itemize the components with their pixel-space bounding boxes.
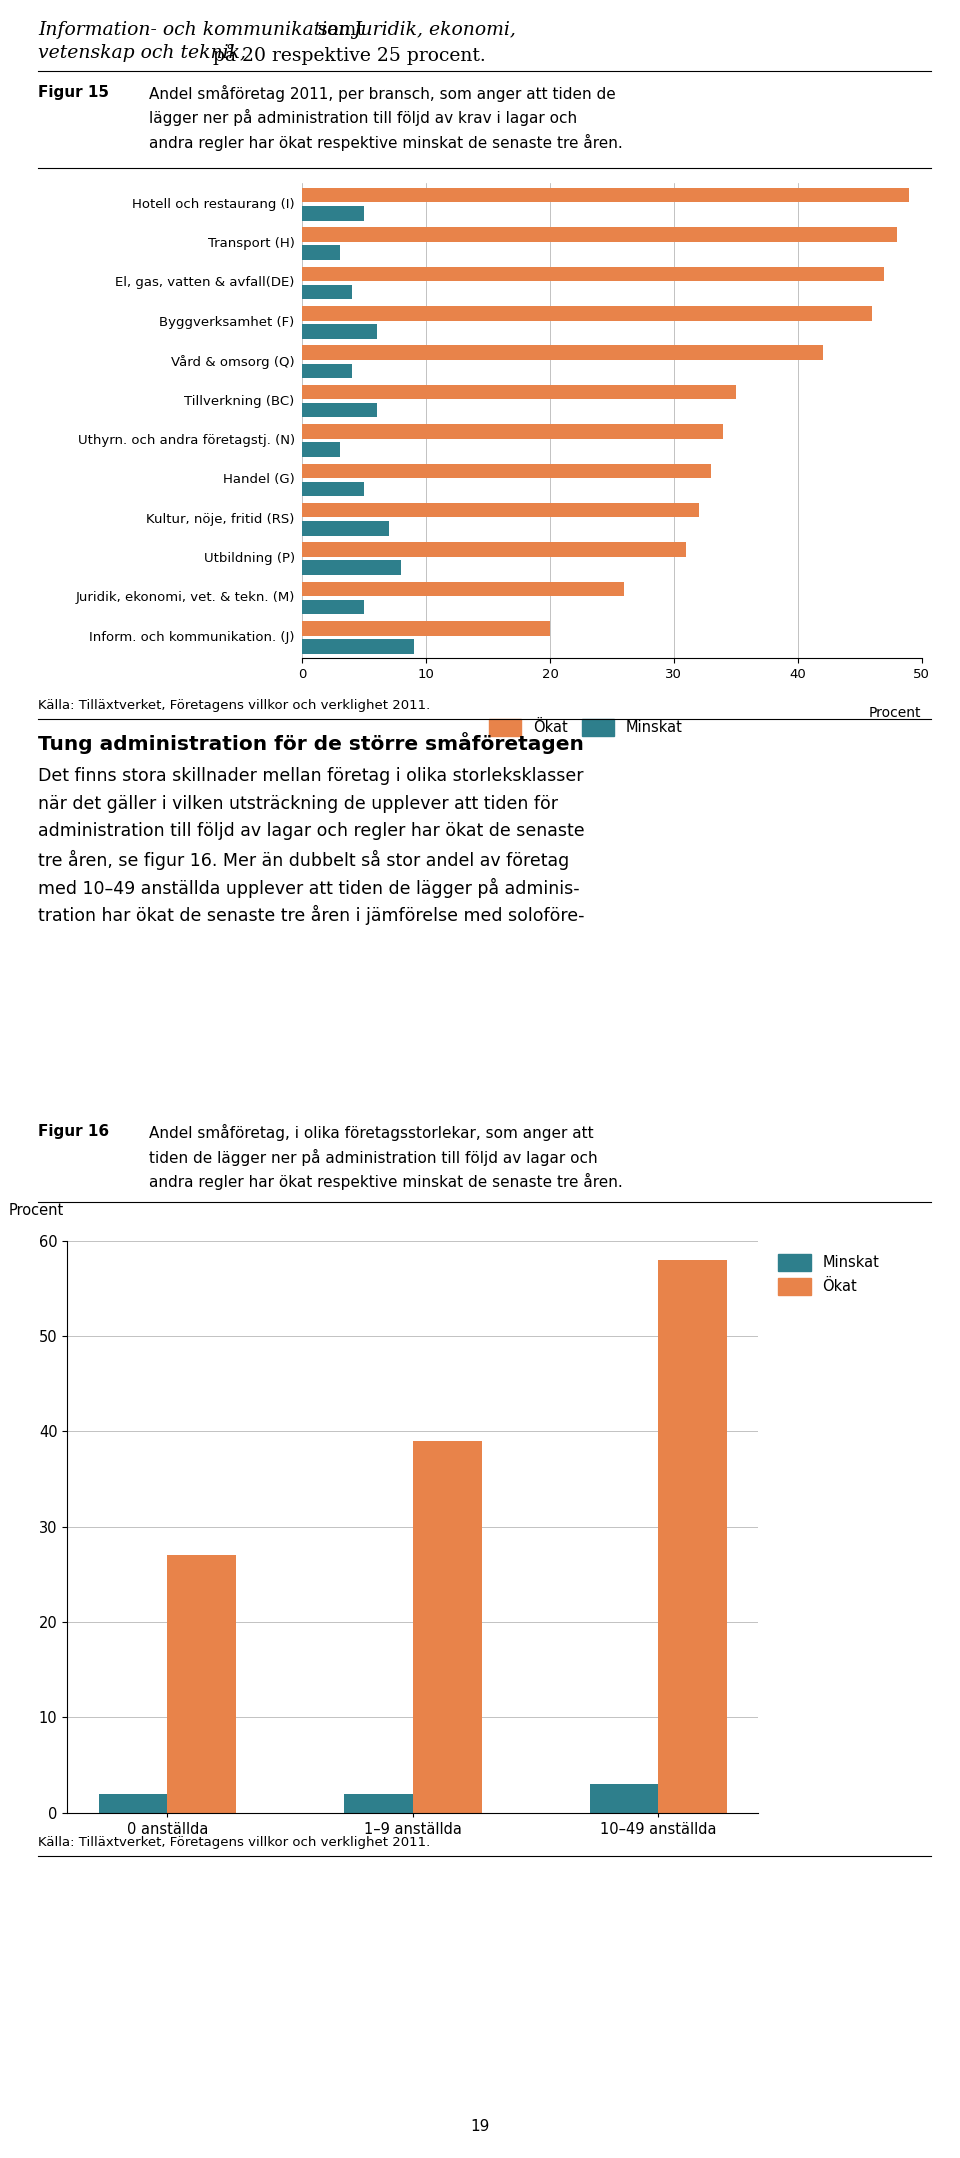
Legend: Ökat, Minskat: Ökat, Minskat (483, 712, 688, 742)
Bar (302, 622, 550, 637)
Text: Utbildning (P): Utbildning (P) (204, 552, 295, 565)
Text: andra regler har ökat respektive minskat de senaste tre åren.: andra regler har ökat respektive minskat… (149, 1172, 622, 1189)
Text: samt: samt (312, 19, 370, 39)
Bar (302, 345, 823, 360)
Text: lägger ner på administration till följd av krav i lagar och: lägger ner på administration till följd … (149, 110, 577, 127)
Text: Andel småföretag 2011, per bransch, som anger att tiden de: Andel småföretag 2011, per bransch, som … (149, 84, 615, 101)
Bar (302, 268, 884, 281)
Text: tiden de lägger ner på administration till följd av lagar och: tiden de lägger ner på administration ti… (149, 1148, 597, 1165)
Bar (302, 306, 872, 322)
Bar (589, 1785, 659, 1813)
Bar (302, 285, 352, 300)
Text: Tung administration för de större småföretagen: Tung administration för de större småför… (38, 732, 585, 753)
Bar (302, 363, 352, 378)
Bar (302, 324, 376, 339)
Bar (302, 188, 909, 203)
Text: 19: 19 (470, 2119, 490, 2134)
Text: Källa: Tilläxtverket, Företagens villkor och verklighet 2011.: Källa: Tilläxtverket, Företagens villkor… (38, 699, 431, 712)
Text: Andel småföretag, i olika företagsstorlekar, som anger att: Andel småföretag, i olika företagsstorle… (149, 1124, 593, 1142)
Text: Kultur, nöje, fritid (RS): Kultur, nöje, fritid (RS) (146, 514, 295, 527)
Bar (302, 561, 401, 574)
Bar (302, 639, 414, 654)
Text: Tillverkning (BC): Tillverkning (BC) (184, 395, 295, 408)
Text: Inform. och kommunikation. (J): Inform. och kommunikation. (J) (89, 630, 295, 643)
Bar (302, 384, 735, 399)
Bar (302, 404, 376, 416)
Bar (167, 1556, 236, 1813)
Bar (302, 481, 365, 496)
Bar (302, 464, 711, 479)
Text: på 20 respektive 25 procent.: på 20 respektive 25 procent. (207, 43, 486, 65)
Bar (302, 246, 340, 259)
Bar (659, 1260, 727, 1813)
Text: Uthyrn. och andra företagstj. (N): Uthyrn. och andra företagstj. (N) (78, 434, 295, 447)
Text: Transport (H): Transport (H) (208, 237, 295, 250)
Bar (99, 1793, 167, 1813)
Text: med 10–49 anställda upplever att tiden de lägger på adminis-: med 10–49 anställda upplever att tiden d… (38, 878, 580, 898)
Text: Källa: Tilläxtverket, Företagens villkor och verklighet 2011.: Källa: Tilläxtverket, Företagens villkor… (38, 1836, 431, 1849)
Bar (302, 442, 340, 457)
Text: vetenskap och teknik,: vetenskap och teknik, (38, 43, 247, 63)
Text: Figur 15: Figur 15 (38, 84, 109, 99)
Text: Det finns stora skillnader mellan företag i olika storleksklasser: Det finns stora skillnader mellan företa… (38, 766, 584, 786)
Text: tration har ökat de senaste tre åren i jämförelse med soloföre-: tration har ökat de senaste tre åren i j… (38, 906, 585, 926)
Text: El, gas, vatten & avfall(DE): El, gas, vatten & avfall(DE) (115, 276, 295, 289)
Bar (302, 227, 897, 242)
Text: tre åren, se figur 16. Mer än dubbelt så stor andel av företag: tre åren, se figur 16. Mer än dubbelt så… (38, 850, 569, 870)
Text: när det gäller i vilken utsträckning de upplever att tiden för: när det gäller i vilken utsträckning de … (38, 794, 559, 814)
Text: Information- och kommunikation: Information- och kommunikation (38, 19, 351, 39)
Text: Figur 16: Figur 16 (38, 1124, 109, 1139)
Text: Procent: Procent (9, 1202, 63, 1217)
Text: administration till följd av lagar och regler har ökat de senaste: administration till följd av lagar och r… (38, 822, 585, 839)
Bar (302, 520, 389, 535)
Bar (302, 583, 624, 596)
Text: Procent: Procent (869, 706, 922, 719)
Bar (302, 205, 365, 220)
Bar (413, 1442, 482, 1813)
Legend: Minskat, Ökat: Minskat, Ökat (773, 1247, 885, 1301)
Text: Juridik, ekonomi,: Juridik, ekonomi, (353, 19, 516, 39)
Text: Juridik, ekonomi, vet. & tekn. (M): Juridik, ekonomi, vet. & tekn. (M) (75, 591, 295, 604)
Text: Handel (G): Handel (G) (223, 473, 295, 486)
Text: andra regler har ökat respektive minskat de senaste tre åren.: andra regler har ökat respektive minskat… (149, 134, 622, 151)
Bar (302, 425, 724, 438)
Bar (302, 503, 699, 518)
Text: Byggverksamhet (F): Byggverksamhet (F) (159, 315, 295, 328)
Bar (302, 600, 365, 615)
Text: Hotell och restaurang (I): Hotell och restaurang (I) (132, 199, 295, 211)
Bar (302, 542, 686, 557)
Text: Vård & omsorg (Q): Vård & omsorg (Q) (171, 354, 295, 369)
Bar (344, 1793, 413, 1813)
